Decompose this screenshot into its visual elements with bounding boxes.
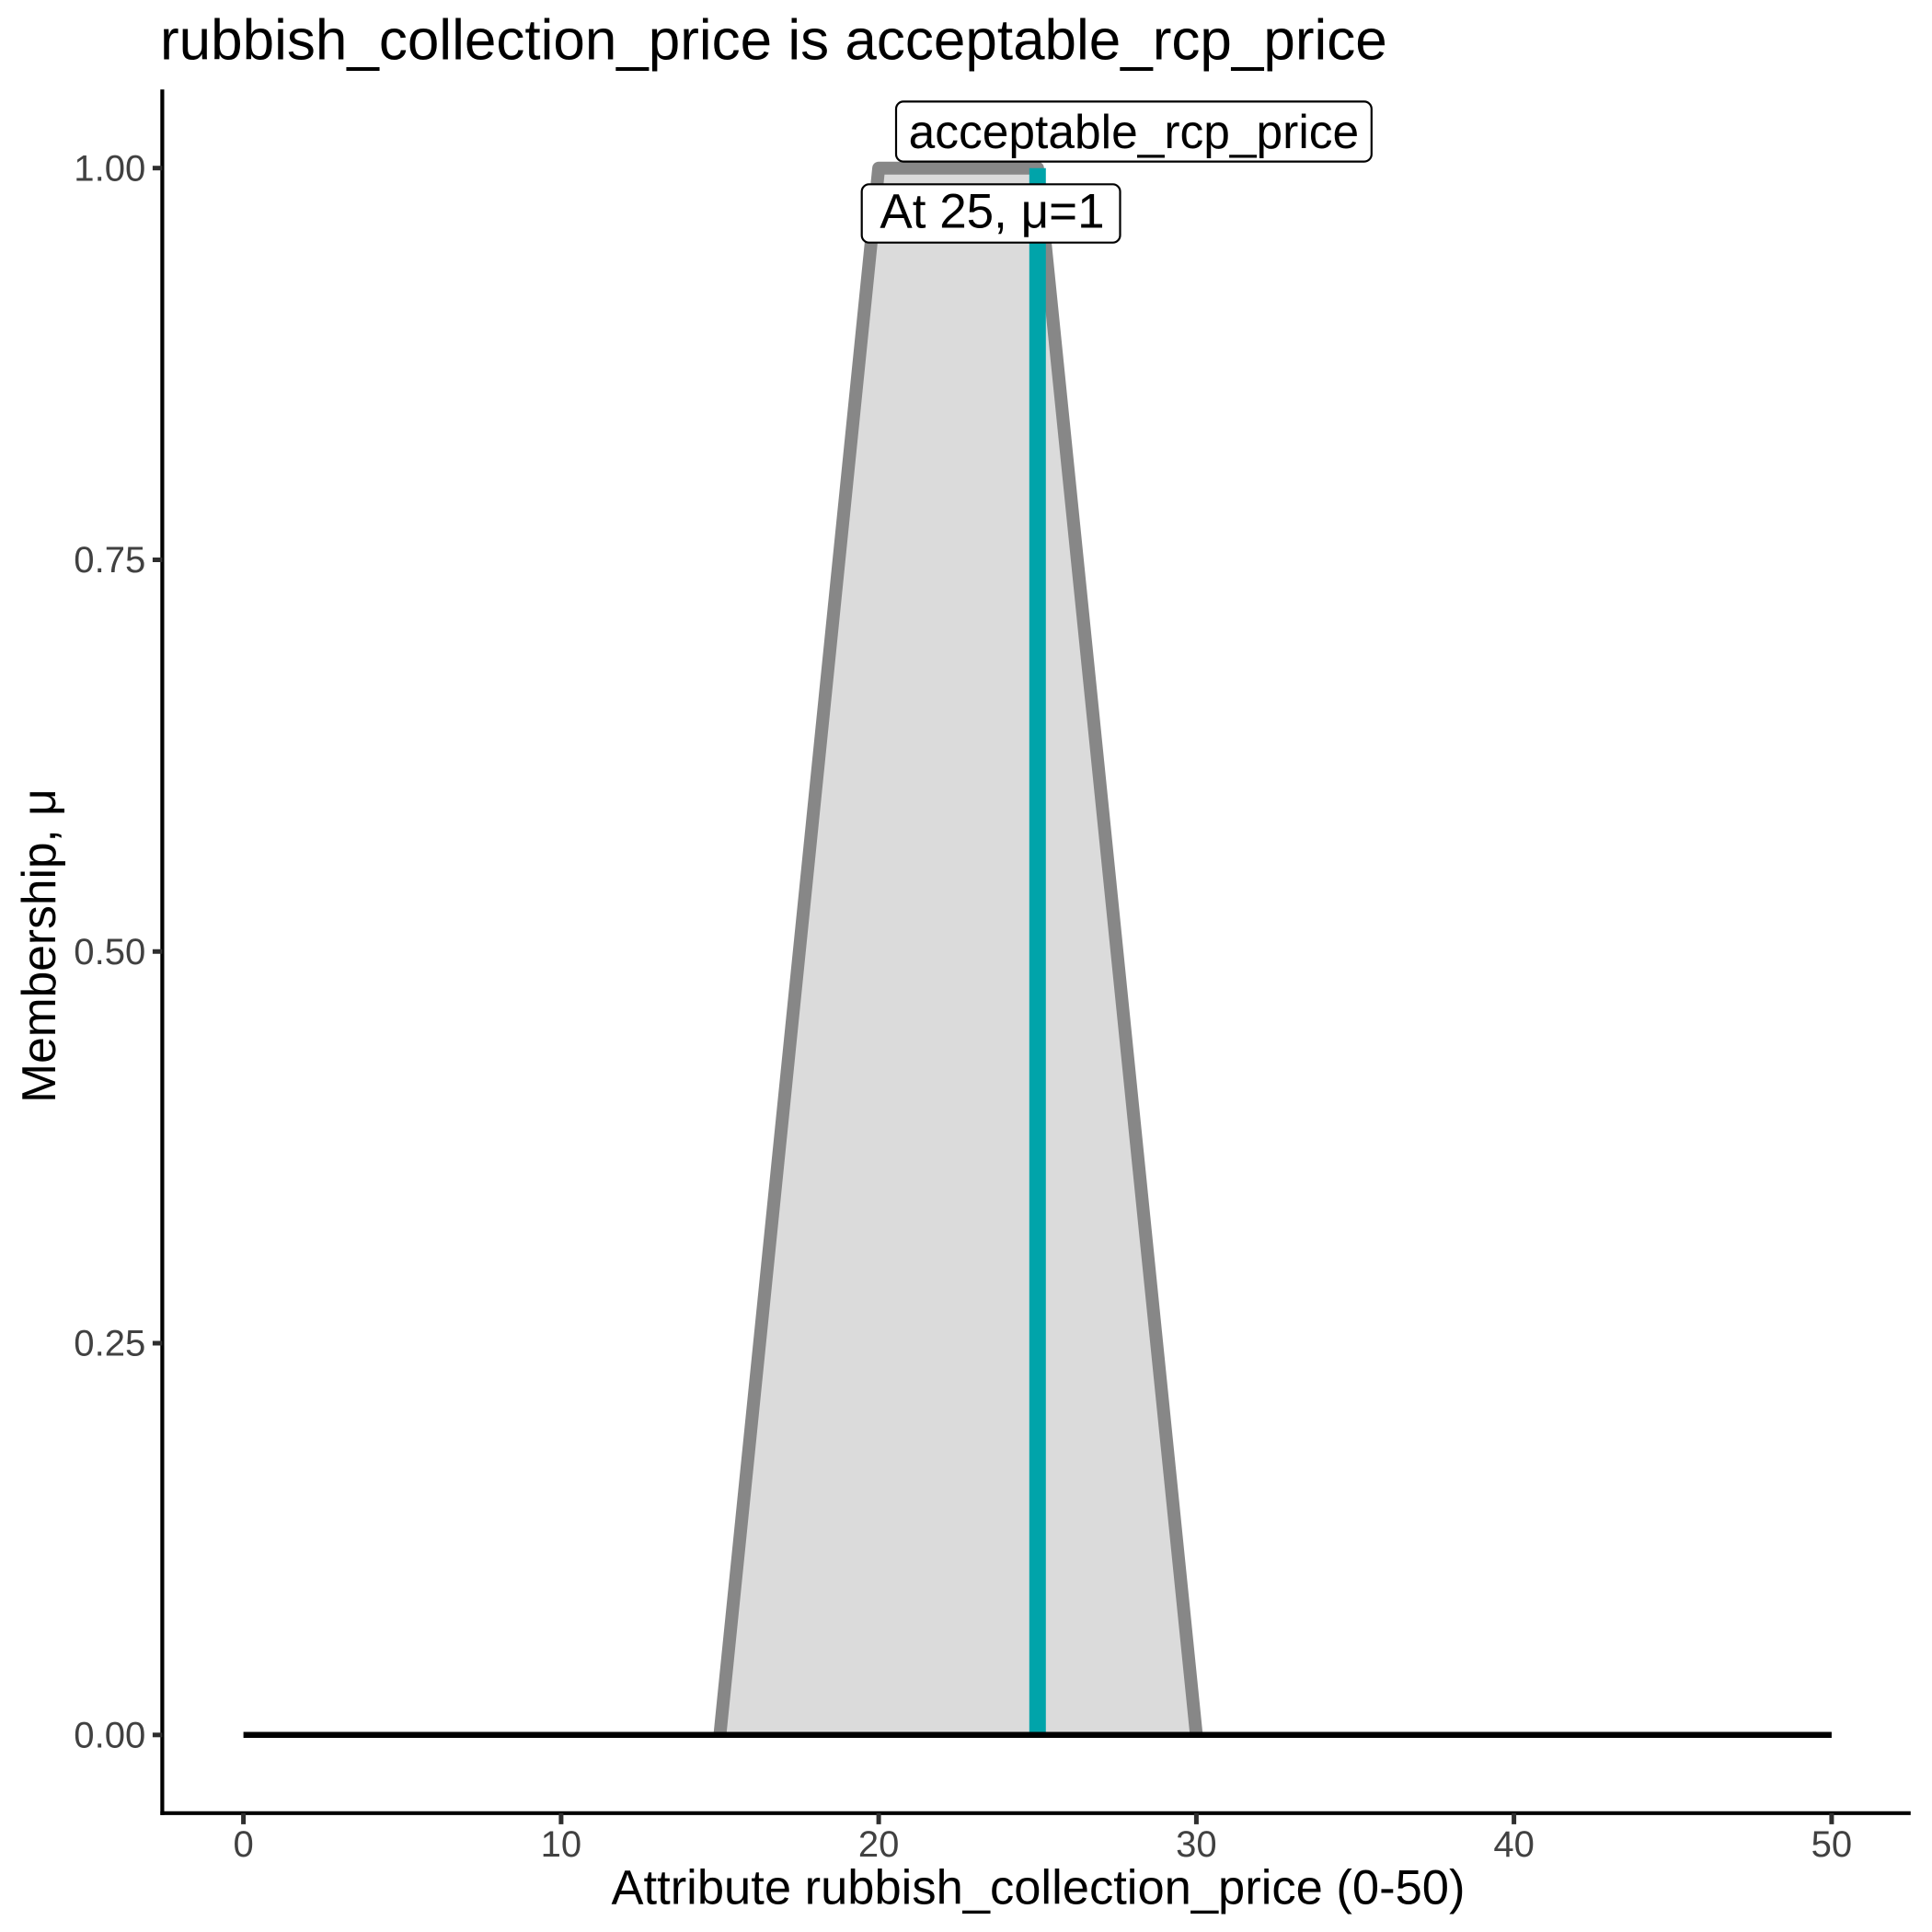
svg-text:0.75: 0.75 — [74, 540, 145, 581]
svg-text:0: 0 — [233, 1824, 253, 1865]
svg-text:10: 10 — [541, 1824, 582, 1865]
svg-text:0.50: 0.50 — [74, 932, 145, 972]
svg-text:0.25: 0.25 — [74, 1324, 145, 1364]
svg-text:Membership, μ: Membership, μ — [12, 788, 65, 1103]
svg-text:Attribute rubbish_collection_p: Attribute rubbish_collection_price (0-50… — [612, 1861, 1466, 1915]
svg-text:acceptable_rcp_price: acceptable_rcp_price — [909, 105, 1360, 158]
svg-text:1.00: 1.00 — [74, 148, 145, 189]
svg-text:0.00: 0.00 — [74, 1716, 145, 1756]
svg-text:50: 50 — [1811, 1824, 1853, 1865]
svg-text:At 25, μ=1: At 25, μ=1 — [880, 185, 1104, 239]
svg-text:40: 40 — [1493, 1824, 1535, 1865]
svg-text:rubbish_collection_price is ac: rubbish_collection_price is acceptable_r… — [160, 9, 1387, 73]
svg-text:30: 30 — [1176, 1824, 1217, 1865]
svg-text:20: 20 — [858, 1824, 900, 1865]
